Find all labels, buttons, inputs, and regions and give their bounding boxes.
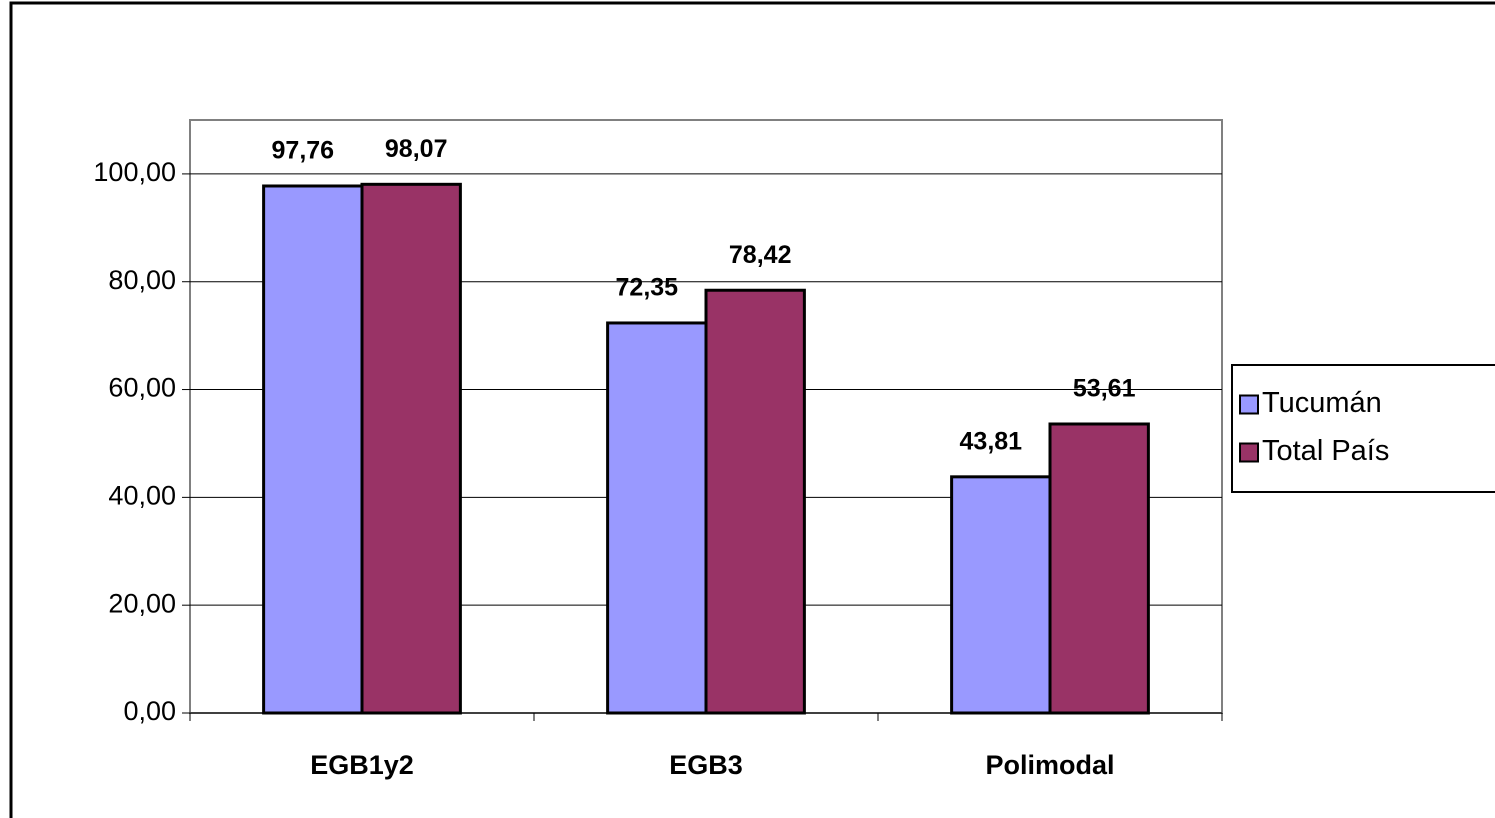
- x-tick-label: EGB3: [669, 750, 743, 780]
- value-label: 72,35: [616, 274, 679, 302]
- y-tick-label: 80,00: [108, 265, 176, 295]
- y-tick-label: 40,00: [108, 480, 176, 510]
- legend-swatch: [1239, 394, 1259, 415]
- legend-label: Total País: [1262, 435, 1389, 467]
- y-tick-label: 100,00: [93, 157, 176, 187]
- bar: [360, 182, 462, 715]
- bar: [262, 184, 364, 715]
- y-tick-label: 60,00: [108, 373, 176, 403]
- legend-label: Tucumán: [1262, 387, 1382, 419]
- legend-swatch: [1239, 442, 1259, 463]
- bar: [1048, 422, 1150, 715]
- bar: [704, 288, 806, 715]
- bar: [950, 475, 1052, 715]
- x-tick-label: Polimodal: [985, 750, 1114, 780]
- value-label: 43,81: [960, 427, 1023, 455]
- x-tick-label: EGB1y2: [310, 750, 414, 780]
- legend-box: [1231, 364, 1495, 493]
- y-tick-label: 0,00: [123, 696, 176, 726]
- bar: [606, 321, 708, 715]
- y-tick-label: 20,00: [108, 588, 176, 618]
- value-label: 53,61: [1073, 375, 1136, 403]
- value-label: 78,42: [729, 241, 792, 269]
- value-label: 98,07: [385, 135, 448, 163]
- value-label: 97,76: [272, 137, 335, 165]
